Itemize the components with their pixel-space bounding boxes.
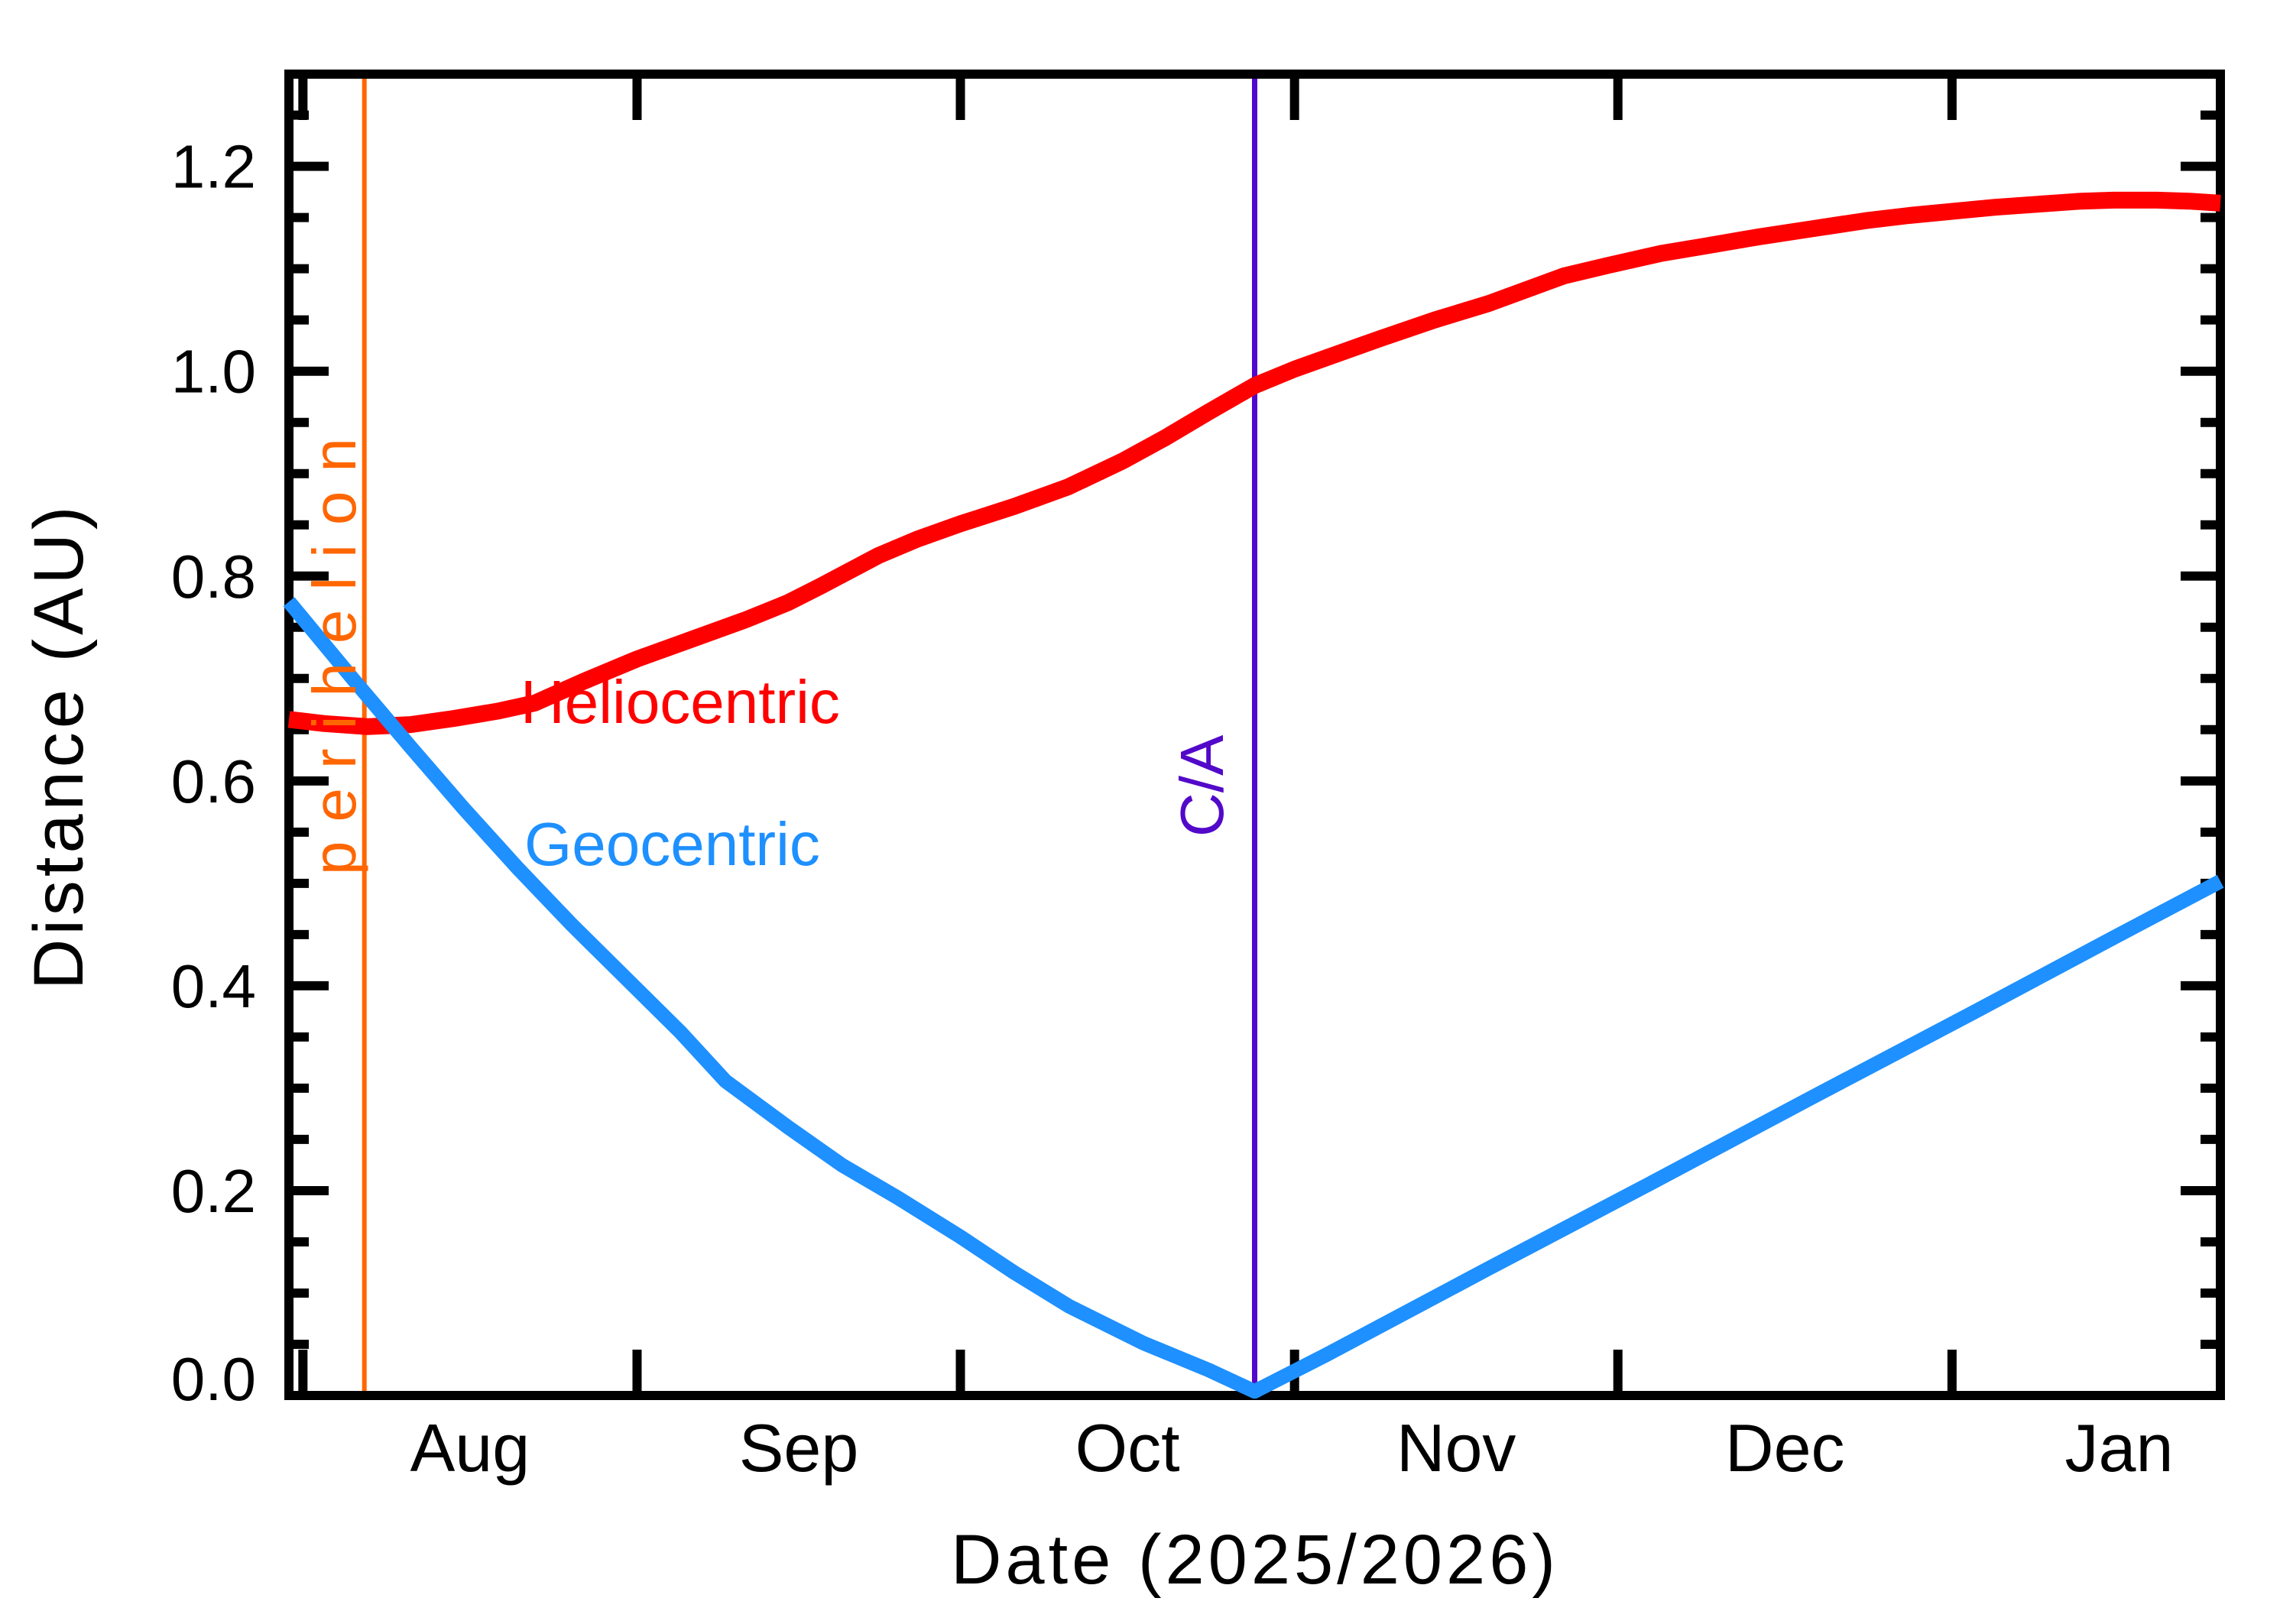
y-tick-label-1.2: 1.2 [171, 133, 256, 201]
curves [283, 191, 2224, 1399]
y-tick-label-1.0: 1.0 [171, 338, 256, 406]
geocentric-curve [283, 597, 2224, 1399]
tick-labels: 0.0 0.2 0.4 0.6 0.8 1.0 1.2 Aug Sep Oct Nov Dec Jan [171, 133, 2174, 1486]
closest-approach-label: C/A [1168, 734, 1236, 837]
geocentric-series-label: Geocentric [524, 810, 820, 878]
perihelion-label: perihelion [300, 419, 368, 875]
x-tick-label-dec: Dec [1725, 1410, 1845, 1486]
x-tick-label-aug: Aug [410, 1410, 530, 1486]
heliocentric-series-label: Heliocentric [521, 668, 840, 736]
y-axis-title: Distance (AU) [20, 502, 98, 990]
y-tick-label-0.4: 0.4 [171, 952, 256, 1020]
event-lines [362, 78, 1257, 1392]
axis-ticks [289, 74, 2220, 1395]
y-tick-label-0.6: 0.6 [171, 747, 256, 815]
x-tick-label-jan: Jan [2065, 1410, 2174, 1486]
x-tick-label-nov: Nov [1396, 1410, 1516, 1486]
y-tick-label-0.2: 0.2 [171, 1157, 256, 1225]
y-tick-label-0.0: 0.0 [171, 1345, 256, 1413]
y-tick-label-0.8: 0.8 [171, 543, 256, 611]
heliocentric-curve [287, 191, 2221, 735]
x-tick-label-oct: Oct [1075, 1410, 1180, 1486]
x-axis-title: Date (2025/2026) [951, 1521, 1559, 1599]
x-tick-label-sep: Sep [739, 1410, 859, 1486]
